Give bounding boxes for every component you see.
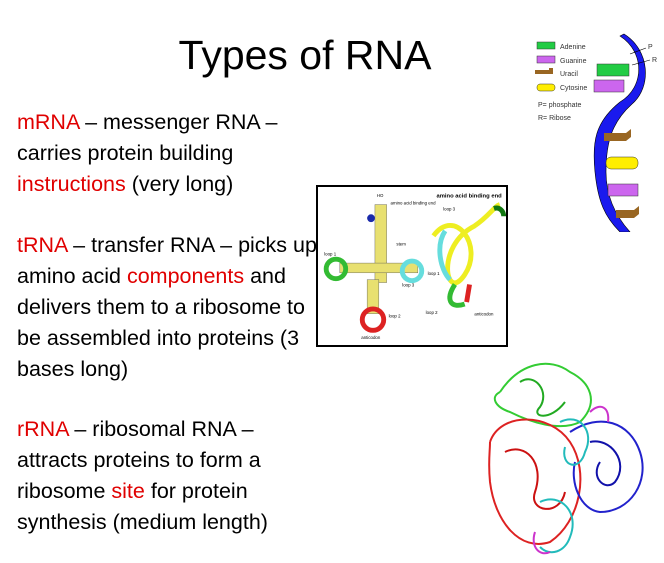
legend-ribose: R= Ribose (538, 115, 571, 122)
label-ho: HO (377, 193, 384, 198)
text: for protein synthesis (medium length) (17, 479, 268, 534)
term: rRNA (17, 417, 69, 441)
legend-uracil: Uracil (560, 71, 578, 78)
label-p: P (648, 44, 653, 51)
text: – ribosomal RNA – attracts proteins to f… (17, 417, 261, 503)
text: – transfer RNA – picks up amino acid (17, 233, 317, 288)
label-loop2-3d: loop 2 (426, 310, 438, 315)
label-anticodon: anticodon (361, 335, 381, 340)
slide-title: Types of RNA (178, 32, 432, 78)
legend-phosphate: P= phosphate (538, 102, 582, 109)
legend-guanine: Guanine (560, 58, 587, 65)
rrna-paragraph: rRNA – ribosomal RNA – attracts proteins… (17, 414, 317, 538)
label-stem: stem (396, 242, 406, 247)
highlight: site (111, 479, 145, 503)
highlight: instructions (17, 172, 126, 196)
label-loop1: loop 1 (324, 251, 336, 256)
label-anticodon-3d: anticodon (474, 312, 494, 317)
ribosome-figure (488, 362, 644, 555)
label-loop2: loop 2 (389, 314, 401, 319)
highlight: components (126, 264, 245, 288)
text: and delivers them to a ribosome to be as… (17, 264, 305, 381)
legend-cytosine: Cytosine (560, 85, 587, 92)
label-loop3: loop 3 (402, 282, 414, 287)
trna-structure-figure: HO amino acid binding end stem loop 1 lo… (316, 185, 508, 347)
trna-paragraph: tRNA – transfer RNA – picks up amino aci… (17, 230, 317, 385)
label-loop3-3d: loop 3 (443, 206, 455, 211)
term: tRNA (17, 233, 68, 257)
term: mRNA (17, 110, 80, 134)
label-loop1-3d: loop 1 (428, 271, 440, 276)
text: – messenger RNA – carries protein buildi… (17, 110, 278, 165)
mrna-paragraph: mRNA – messenger RNA – carries protein b… (17, 107, 317, 200)
text: (very long) (125, 172, 234, 196)
label-r: R (652, 57, 657, 64)
label-amino-acid-end-3d: amino acid binding end (436, 194, 502, 200)
label-amino-acid-end: amino acid binding end (391, 201, 437, 206)
legend-adenine: Adenine (560, 44, 586, 51)
rna-strand-figure: Adenine Guanine Uracil Cytosine P= phosp… (535, 33, 657, 232)
